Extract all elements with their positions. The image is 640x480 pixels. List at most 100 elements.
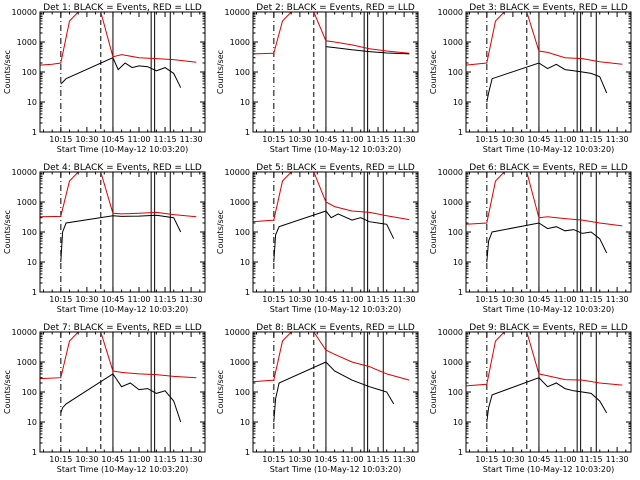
y-tick-label: 100: [235, 228, 250, 237]
x-tick-label: 11:15: [580, 455, 603, 464]
plot-frame: [465, 171, 632, 293]
x-tick-label: 10:30: [288, 135, 311, 144]
y-axis-label: Counts/sec: [216, 50, 225, 94]
y-axis-label: Counts/sec: [429, 210, 438, 254]
x-axis-label: Start Time (10-May-12 10:03:20): [483, 465, 614, 474]
x-tick-label: 10:15: [475, 295, 498, 304]
x-axis-label: Start Time (10-May-12 10:03:20): [270, 305, 401, 314]
x-tick-label: 11:00: [553, 455, 576, 464]
y-axis-label: Counts/sec: [3, 370, 12, 414]
panel-title: Det 4: BLACK = Events, RED = LLD: [43, 163, 202, 173]
x-tick-label: 10:45: [101, 455, 124, 464]
y-tick-label: 1000: [17, 198, 37, 207]
x-axis-label: Start Time (10-May-12 10:03:20): [57, 305, 188, 314]
y-tick-label: 10: [27, 258, 37, 267]
y-tick-label: 10000: [12, 168, 37, 177]
x-axis-label: Start Time (10-May-12 10:03:20): [483, 145, 614, 154]
panel-title: Det 5: BLACK = Events, RED = LLD: [256, 163, 415, 173]
series-line-black: [60, 214, 182, 263]
x-tick-label: 11:30: [393, 455, 416, 464]
panel-title: Det 7: BLACK = Events, RED = LLD: [43, 323, 202, 333]
series-line-black: [60, 57, 182, 88]
panel-title: Det 6: BLACK = Events, RED = LLD: [469, 163, 628, 173]
y-tick-label: 10000: [225, 328, 250, 337]
y-tick-label: 1000: [230, 38, 250, 47]
x-tick-label: 11:30: [393, 135, 416, 144]
series-line-red: [466, 332, 623, 387]
plot-frame: [252, 11, 419, 133]
y-tick-label: 10: [453, 98, 463, 107]
panel-det-4: Det 4: BLACK = Events, RED = LLD 1 10 100 10…: [3, 163, 206, 314]
x-axis-label: Start Time (10-May-12 10:03:20): [57, 145, 188, 154]
x-tick-label: 10:15: [49, 455, 72, 464]
series-group: [253, 172, 410, 263]
marker-lines: [273, 172, 384, 292]
y-tick-label: 100: [235, 68, 250, 77]
x-tick-label: 10:30: [288, 455, 311, 464]
panel-det-1: Det 1: BLACK = Events, RED = LLD 1 10 100 10…: [3, 3, 206, 154]
x-tick-label: 11:00: [127, 455, 150, 464]
x-tick-label: 11:00: [340, 135, 363, 144]
y-tick-label: 1000: [230, 358, 250, 367]
x-tick-label: 11:00: [553, 135, 576, 144]
y-tick-label: 10: [453, 418, 463, 427]
series-group: [40, 172, 197, 263]
x-tick-label: 11:15: [367, 295, 390, 304]
series-group: [253, 12, 410, 55]
y-tick-label: 100: [22, 68, 37, 77]
x-tick-label: 11:15: [580, 135, 603, 144]
series-line-red: [466, 12, 623, 66]
y-tick-label: 10000: [438, 168, 463, 177]
y-tick-label: 1: [32, 128, 37, 137]
x-tick-label: 10:45: [101, 295, 124, 304]
y-tick-label: 1000: [17, 38, 37, 47]
plot-frame: [465, 11, 632, 133]
x-axis-label: Start Time (10-May-12 10:03:20): [270, 465, 401, 474]
x-tick-label: 11:15: [580, 295, 603, 304]
series-group: [466, 332, 623, 423]
y-tick-label: 1: [245, 288, 250, 297]
x-tick-label: 11:30: [393, 295, 416, 304]
y-tick-label: 100: [22, 388, 37, 397]
y-tick-label: 10000: [12, 328, 37, 337]
x-tick-label: 10:45: [527, 135, 550, 144]
series-line-black: [273, 361, 395, 423]
y-axis-label: Counts/sec: [216, 370, 225, 414]
panel-det-9: Det 9: BLACK = Events, RED = LLD 1 10 100 10…: [429, 323, 632, 474]
y-tick-label: 10: [240, 258, 250, 267]
y-tick-label: 100: [448, 228, 463, 237]
y-tick-label: 10: [240, 418, 250, 427]
x-tick-label: 10:15: [262, 295, 285, 304]
panel-det-7: Det 7: BLACK = Events, RED = LLD 1 10 100 10…: [3, 323, 206, 474]
plot-frame: [39, 331, 206, 453]
y-tick-label: 100: [448, 388, 463, 397]
series-line-red: [40, 172, 197, 218]
series-line-red: [40, 12, 197, 66]
marker-lines: [486, 172, 597, 292]
series-line-black: [60, 373, 182, 423]
x-tick-label: 11:15: [154, 455, 177, 464]
series-line-black: [325, 46, 410, 55]
panel-title: Det 2: BLACK = Events, RED = LLD: [256, 3, 415, 13]
series-line-black: [486, 62, 608, 103]
x-tick-label: 10:30: [501, 135, 524, 144]
x-tick-label: 10:30: [75, 135, 98, 144]
series-line-red: [40, 332, 197, 380]
y-tick-label: 1: [245, 128, 250, 137]
y-tick-label: 100: [22, 228, 37, 237]
series-group: [466, 172, 623, 263]
x-tick-label: 11:30: [606, 135, 629, 144]
y-tick-label: 10: [453, 258, 463, 267]
y-tick-label: 10: [27, 418, 37, 427]
x-tick-label: 11:00: [127, 135, 150, 144]
x-tick-label: 10:15: [262, 135, 285, 144]
series-line-black: [273, 210, 395, 263]
panel-title: Det 3: BLACK = Events, RED = LLD: [469, 3, 628, 13]
x-tick-label: 10:15: [475, 455, 498, 464]
x-tick-label: 10:45: [527, 455, 550, 464]
panel-title: Det 8: BLACK = Events, RED = LLD: [256, 323, 415, 333]
y-tick-label: 10000: [438, 8, 463, 17]
x-tick-label: 11:30: [180, 455, 203, 464]
y-tick-label: 1000: [443, 358, 463, 367]
